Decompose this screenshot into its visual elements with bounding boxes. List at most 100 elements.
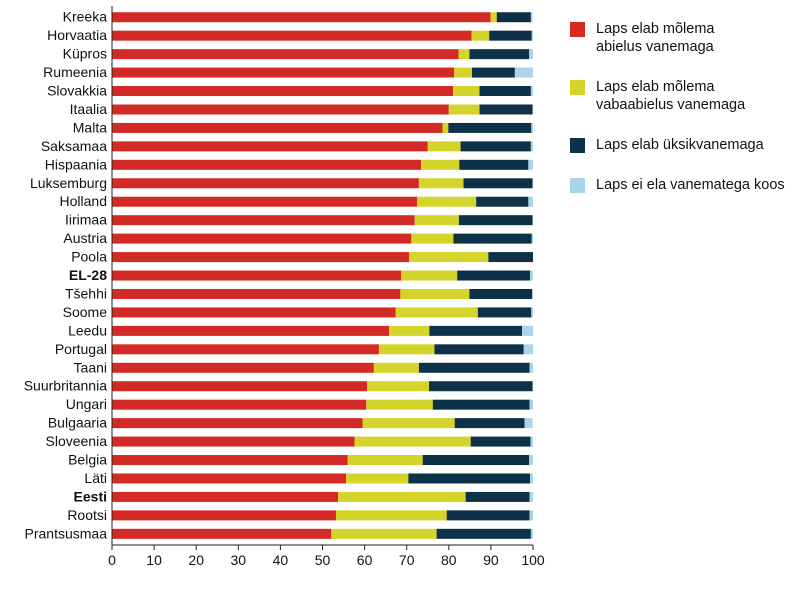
bar-segment — [531, 529, 533, 539]
bar-segment — [471, 437, 531, 447]
legend-label-cohabiting-line2: vabaabielus vanemaga — [596, 97, 745, 113]
legend-item-no-parents: Laps ei ela vanematega koos — [568, 176, 804, 194]
bar-segment — [419, 178, 464, 188]
bar-segment — [449, 104, 480, 114]
bar-segment — [461, 141, 531, 151]
bar-segment — [455, 418, 525, 428]
bar-segment — [459, 215, 533, 225]
bar-segment — [522, 326, 533, 336]
bar-segment — [112, 455, 348, 465]
bar-segment — [530, 510, 533, 520]
bar-segment — [497, 12, 531, 22]
category-label: Ungari — [66, 396, 107, 412]
bar-segment — [112, 344, 379, 354]
bar-segment — [112, 437, 355, 447]
bar-segment — [469, 289, 532, 299]
bar-segment — [112, 178, 419, 188]
bar-segment — [464, 178, 533, 188]
bar-segment — [434, 344, 523, 354]
x-tick-label: 60 — [357, 552, 373, 568]
category-label: Itaalia — [70, 101, 108, 117]
bar-segment — [112, 381, 367, 391]
category-label: Kreeka — [63, 9, 108, 25]
bar-segment — [433, 400, 530, 410]
category-label: Malta — [73, 119, 107, 135]
bar-segment — [489, 31, 532, 41]
bar-segment — [112, 289, 400, 299]
legend-swatch-married — [570, 22, 585, 37]
bar-segment — [379, 344, 435, 354]
bar-segment — [453, 86, 480, 96]
category-label: Sloveenia — [46, 433, 108, 449]
bar-segment — [112, 473, 346, 483]
category-label: Poola — [71, 249, 107, 265]
bar-segment — [490, 12, 496, 22]
bar-segment — [112, 326, 389, 336]
x-tick-label: 50 — [315, 552, 331, 568]
category-label: Suurbritannia — [24, 378, 107, 394]
category-label: Rootsi — [67, 507, 107, 523]
x-tick-label: 90 — [483, 552, 499, 568]
bar-segment — [112, 141, 428, 151]
bar-segment — [419, 363, 530, 373]
bar-segment — [408, 473, 530, 483]
bar-segment — [453, 234, 531, 244]
bar-segment — [531, 86, 533, 96]
bar-segment — [112, 123, 442, 133]
bar-segment — [112, 31, 472, 41]
bar-segment — [423, 455, 530, 465]
bar-segment — [466, 492, 530, 502]
bar-segment — [112, 529, 331, 539]
bar-segment — [457, 271, 530, 281]
category-label: Rumeenia — [43, 64, 107, 80]
x-tick-label: 40 — [273, 552, 289, 568]
bar-segment — [478, 307, 531, 317]
category-label: Horvaatia — [47, 27, 107, 43]
bar-segment — [531, 12, 533, 22]
legend-label-no-parents: Laps ei ela vanematega koos — [596, 177, 785, 193]
bar-segment — [480, 86, 531, 96]
bar-segment — [421, 160, 459, 170]
bar-segment — [429, 326, 522, 336]
bar-segment — [112, 252, 409, 262]
bar-segment — [400, 289, 469, 299]
bar-segment — [415, 215, 459, 225]
bar-segment — [112, 104, 449, 114]
x-tick-label: 100 — [521, 552, 545, 568]
category-label: Portugal — [55, 341, 107, 357]
bar-segment — [472, 68, 515, 78]
bar-segment — [429, 381, 533, 391]
bar-segment — [112, 418, 363, 428]
category-label: Bulgaaria — [48, 415, 107, 431]
bar-segment — [112, 215, 415, 225]
category-label: Austria — [63, 230, 107, 246]
bar-segment — [112, 68, 454, 78]
bar-segment — [532, 234, 533, 244]
legend-label-married-line2: abielus vanemaga — [596, 39, 714, 55]
category-label: Eesti — [74, 488, 107, 504]
legend-label-single-parent: Laps elab üksikvanemaga — [596, 137, 764, 153]
bar-segment — [112, 160, 421, 170]
bar-segment — [448, 123, 531, 133]
bar-segment — [530, 492, 533, 502]
bar-segment — [389, 326, 429, 336]
bar-segment — [488, 252, 533, 262]
bar-segment — [530, 400, 533, 410]
bar-segment — [480, 104, 533, 114]
bar-segment — [476, 197, 528, 207]
bar-segment — [112, 197, 417, 207]
bar-segment — [442, 123, 448, 133]
legend-label-married-line1: Laps elab mõlema — [596, 21, 715, 37]
category-label: Küpros — [63, 46, 107, 62]
bar-segment — [532, 289, 533, 299]
bar-segment — [112, 363, 374, 373]
category-label: Holland — [60, 193, 107, 209]
bar-segment — [112, 86, 453, 96]
bar-segment — [458, 49, 469, 59]
bar-segment — [112, 400, 366, 410]
bar-segment — [531, 141, 533, 151]
bar-segment — [112, 234, 411, 244]
bar-segment — [515, 68, 533, 78]
bar-segment — [112, 492, 338, 502]
category-label: Tšehhi — [65, 285, 107, 301]
